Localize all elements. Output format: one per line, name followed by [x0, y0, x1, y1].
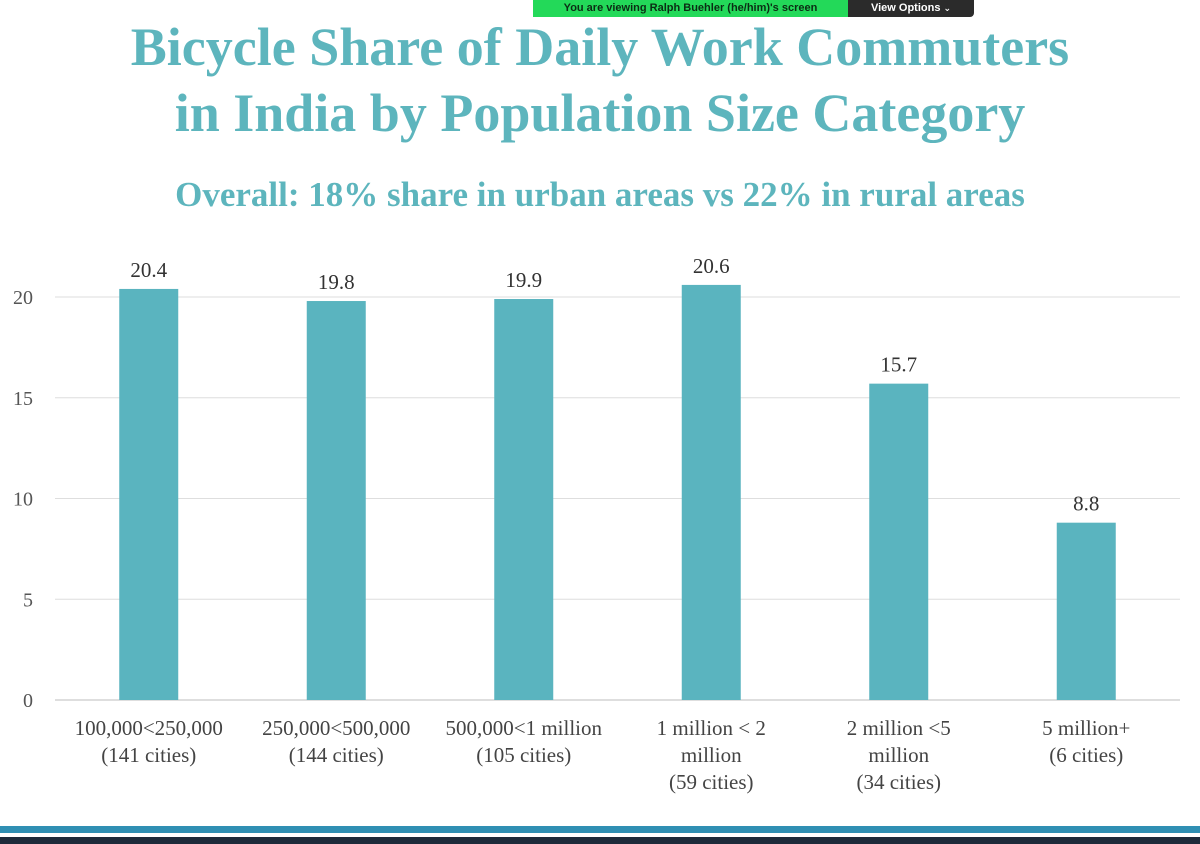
x-tick-label: (141 cities) [101, 743, 196, 767]
y-tick-label: 20 [13, 287, 33, 309]
view-options-label: View Options [870, 2, 941, 14]
x-tick-label: (59 cities) [669, 770, 754, 794]
bar [681, 284, 741, 700]
data-label: 20.6 [693, 254, 730, 278]
bar-chart: 0 5 10 15 20 20.4 100,000<250,000 (141 cities) 1… [13, 254, 1180, 794]
data-label: 19.9 [505, 268, 542, 292]
data-label: 19.8 [318, 270, 355, 294]
y-tick-label: 10 [13, 489, 33, 511]
x-tick-label: (144 cities) [289, 743, 384, 767]
y-tick-label: 0 [23, 690, 33, 712]
x-tick-label: 250,000<500,000 [262, 716, 410, 740]
x-tick-label: (105 cities) [476, 743, 571, 767]
view-options-button[interactable]: View Options ⌄ [848, 0, 974, 17]
slide-subtitle: Overall: 18% share in urban areas vs 22%… [175, 175, 1025, 214]
screen-share-banner: You are viewing Ralph Buehler (he/him)'s… [533, 0, 974, 17]
footer-stripe-dark [0, 837, 1200, 844]
slide-title-line-1: Bicycle Share of Daily Work Commuters [130, 17, 1070, 77]
data-label: 15.7 [880, 353, 917, 377]
x-tick-label: 2 million <5 [847, 716, 951, 740]
bar [1056, 522, 1116, 700]
footer-stripe-white [0, 833, 1200, 837]
bar [494, 299, 554, 700]
x-tick-label: (6 cities) [1049, 743, 1123, 767]
data-label: 8.8 [1073, 492, 1099, 516]
data-label: 20.4 [130, 258, 167, 282]
slide-title-line-2: in India by Population Size Category [174, 83, 1026, 143]
x-tick-label: million [681, 743, 742, 767]
x-tick-label: 500,000<1 million [445, 716, 602, 740]
x-tick-label: 100,000<250,000 [75, 716, 223, 740]
footer-stripe-blue [0, 826, 1200, 833]
bar [869, 383, 929, 700]
y-tick-label: 5 [23, 589, 33, 611]
y-tick-label: 15 [13, 388, 33, 410]
bar [119, 288, 179, 700]
x-tick-label: million [868, 743, 929, 767]
x-tick-label: 5 million+ [1042, 716, 1130, 740]
viewing-screen-label: You are viewing Ralph Buehler (he/him)'s… [533, 0, 848, 17]
slide-title: Bicycle Share of Daily Work Commuters in… [0, 14, 1200, 146]
bar [306, 301, 366, 700]
x-tick-label: (34 cities) [856, 770, 941, 794]
x-tick-label: 1 million < 2 [657, 716, 766, 740]
chevron-down-icon: ⌄ [943, 3, 952, 13]
